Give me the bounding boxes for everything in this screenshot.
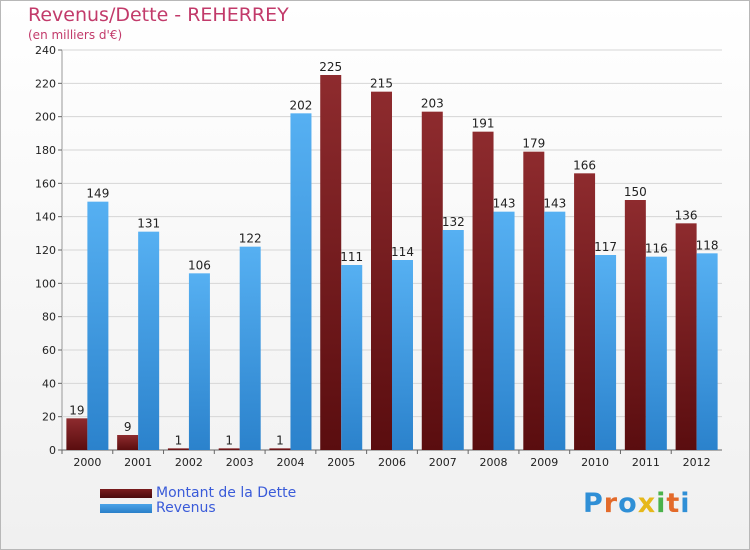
y-tick-label: 220 — [35, 77, 56, 90]
label-dette: 136 — [675, 208, 698, 222]
x-tick-label: 2002 — [175, 456, 203, 469]
y-tick-label: 180 — [35, 144, 56, 157]
bar-dette — [574, 173, 596, 451]
bar-dette — [675, 223, 697, 450]
bar-revenus — [239, 246, 261, 450]
bar-dette — [624, 200, 646, 450]
y-tick-label: 60 — [42, 344, 56, 357]
bar-dette — [371, 91, 392, 451]
label-dette: 1 — [225, 433, 233, 447]
label-revenus: 122 — [239, 232, 262, 246]
y-tick-label: 200 — [35, 111, 56, 124]
bar-revenus — [188, 273, 210, 450]
bar-dette — [66, 418, 88, 450]
bar-revenus — [595, 255, 617, 450]
x-tick-label: 2001 — [124, 456, 152, 469]
label-revenus: 111 — [340, 250, 363, 264]
legend-swatch-revenus — [100, 504, 152, 513]
y-axis-ticks: 0 20 40 60 80 100 120 140 160 180 200 220 240 — [35, 44, 56, 457]
bar-revenus — [645, 256, 667, 450]
x-tick-label: 2003 — [226, 456, 254, 469]
logo-letter: P — [583, 488, 604, 519]
y-tick-label: 40 — [42, 377, 56, 390]
logo-letter: t — [666, 488, 681, 519]
x-tick-label: 2012 — [683, 456, 711, 469]
x-tick-label: 2005 — [327, 456, 355, 469]
bar-revenus — [696, 253, 718, 450]
data-labels: 19 149 9 131 1 106 1 122 1 202 225 111 215 114 203 132 1… — [69, 60, 718, 447]
label-dette: 179 — [522, 137, 545, 151]
bar-dette — [117, 435, 139, 450]
logo-letter: i — [680, 488, 691, 519]
label-dette: 150 — [624, 185, 647, 199]
x-tick-label: 2011 — [632, 456, 660, 469]
x-tick-label: 2000 — [73, 456, 101, 469]
bar-revenus — [341, 265, 363, 450]
y-tick-label: 0 — [49, 444, 56, 457]
logo-letter: i — [656, 488, 667, 519]
bar-dette — [218, 448, 240, 450]
label-revenus: 131 — [137, 217, 160, 231]
label-dette: 9 — [124, 420, 132, 434]
bar-revenus — [87, 201, 109, 450]
x-tick-label: 2006 — [378, 456, 406, 469]
logo-letter: o — [618, 488, 638, 519]
bar-revenus — [290, 113, 312, 450]
legend-label-revenus: Revenus — [156, 500, 216, 516]
bar-dette — [167, 448, 189, 450]
label-dette: 1 — [175, 433, 183, 447]
bar-chart: 0 20 40 60 80 100 120 140 160 180 200 220 240 19 149 9… — [35, 44, 722, 469]
bar-dette — [320, 75, 342, 450]
x-tick-label: 2010 — [581, 456, 609, 469]
bar-revenus — [442, 230, 464, 450]
bar-revenus — [138, 231, 160, 450]
y-tick-label: 120 — [35, 244, 56, 257]
label-revenus: 116 — [645, 242, 668, 256]
bar-revenus — [493, 211, 515, 450]
label-dette: 203 — [421, 97, 444, 111]
y-tick-label: 20 — [42, 411, 56, 424]
label-revenus: 106 — [188, 258, 211, 272]
label-revenus: 117 — [594, 240, 617, 254]
y-tick-label: 140 — [35, 211, 56, 224]
y-tick-label: 100 — [35, 277, 56, 290]
x-tick-label: 2008 — [480, 456, 508, 469]
x-tick-label: 2004 — [276, 456, 304, 469]
bars — [66, 75, 718, 451]
y-tick-label: 240 — [35, 44, 56, 57]
bar-revenus — [392, 260, 413, 450]
y-tick-label: 160 — [35, 177, 56, 190]
label-dette: 1 — [276, 433, 284, 447]
label-revenus: 143 — [493, 197, 516, 211]
bar-dette — [523, 151, 545, 450]
x-tick-label: 2007 — [429, 456, 457, 469]
label-revenus: 118 — [696, 238, 719, 252]
label-revenus: 149 — [86, 187, 109, 201]
y-tick-label: 80 — [42, 311, 56, 324]
label-revenus: 143 — [543, 197, 566, 211]
logo-letter: r — [603, 488, 619, 519]
proxiti-logo: Proxiti — [583, 488, 691, 519]
legend-label-dette: Montant de la Dette — [156, 485, 297, 501]
bar-dette — [269, 448, 291, 450]
label-dette: 166 — [573, 158, 596, 172]
chart-title: Revenus/Dette - REHERREY — [28, 4, 289, 26]
label-dette: 19 — [69, 403, 84, 417]
label-revenus: 132 — [442, 215, 465, 229]
chart-subtitle: (en milliers d'€) — [28, 28, 123, 42]
label-revenus: 114 — [391, 245, 414, 259]
label-dette: 225 — [319, 60, 342, 74]
label-dette: 215 — [370, 77, 393, 91]
label-revenus: 202 — [290, 98, 313, 112]
bar-dette — [421, 111, 443, 451]
x-axis-ticks: 2000 2001 2002 2003 2004 2005 2006 2007 2008 2009… — [61, 450, 711, 469]
logo-letter: x — [637, 488, 657, 519]
x-tick-label: 2009 — [530, 456, 558, 469]
bar-dette — [472, 131, 494, 450]
legend-swatch-dette — [100, 489, 152, 498]
label-dette: 191 — [472, 117, 495, 131]
bar-revenus — [544, 211, 566, 450]
